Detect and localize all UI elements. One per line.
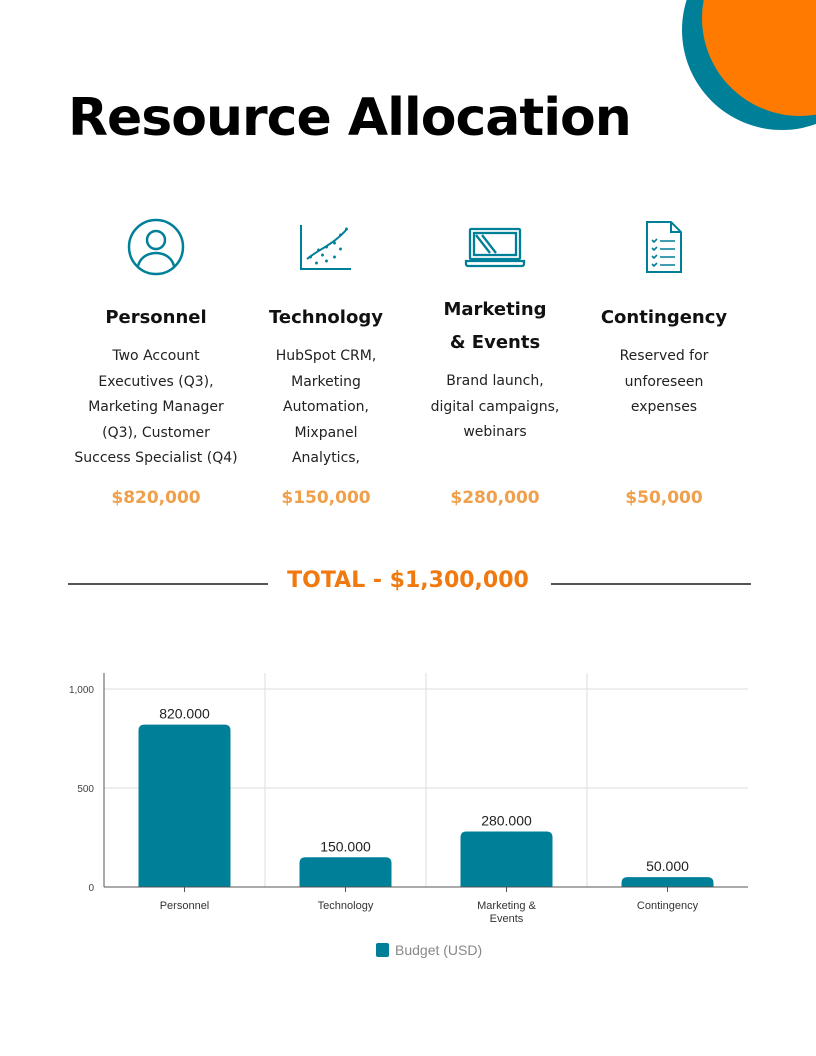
y-tick-label: 0 xyxy=(88,883,94,894)
data-label: 150.000 xyxy=(320,838,371,854)
legend-swatch xyxy=(376,943,389,957)
x-tick-label: Technology xyxy=(318,900,374,912)
category-marketing: Marketing & Events Brand launch, digital ca… xyxy=(410,215,580,446)
bar xyxy=(621,877,714,887)
data-label: 280.000 xyxy=(481,813,532,829)
category-amount: $150,000 xyxy=(281,488,371,508)
category-amount: $50,000 xyxy=(625,488,703,508)
category-amount: $280,000 xyxy=(450,488,540,508)
category-description: HubSpot CRM, Marketing Automation, Mixpanel… xyxy=(275,348,377,466)
category-description: Two Account Executives (Q3), Marketing Man… xyxy=(74,348,238,466)
divider-right xyxy=(551,583,751,585)
decor-circles xyxy=(682,0,816,130)
divider-left xyxy=(68,583,268,585)
x-tick-label: Contingency xyxy=(637,900,699,912)
total-amount: TOTAL - $1,300,000 xyxy=(287,568,529,593)
category-title: Personnel xyxy=(105,307,207,328)
category-amount: $820,000 xyxy=(111,488,201,508)
category-description: Brand launch, digital campaigns, webinars xyxy=(430,373,560,440)
x-tick-label: Marketing & xyxy=(477,900,536,912)
legend-label: Budget (USD) xyxy=(395,942,482,958)
y-tick-label: 500 xyxy=(77,784,94,795)
category-title: Technology xyxy=(269,307,383,328)
bar xyxy=(299,857,392,887)
x-tick-label: Personnel xyxy=(160,900,210,912)
category-contingency: Contingency Reserved for unforeseen expense… xyxy=(579,215,749,421)
data-label: 820.000 xyxy=(159,706,210,722)
x-tick-label: Events xyxy=(490,913,524,925)
category-title: Marketing & Events xyxy=(443,299,547,353)
scatter-chart-icon xyxy=(241,215,411,279)
user-icon xyxy=(71,215,241,279)
page-title: Resource Allocation xyxy=(68,88,632,148)
category-title: Contingency xyxy=(600,307,728,328)
bar xyxy=(138,724,231,887)
checklist-document-icon xyxy=(579,215,749,279)
laptop-icon xyxy=(410,215,580,279)
category-personnel: Personnel Two Account Executives (Q3), Mark… xyxy=(71,215,241,472)
decor-orange-circle xyxy=(702,0,816,116)
category-technology: Technology HubSpot CRM, Marketing Automatio… xyxy=(241,215,411,472)
category-description: Reserved for unforeseen expenses xyxy=(619,348,709,415)
data-label: 50.000 xyxy=(646,858,689,874)
bar xyxy=(460,831,553,887)
y-tick-label: 1,000 xyxy=(69,685,94,696)
